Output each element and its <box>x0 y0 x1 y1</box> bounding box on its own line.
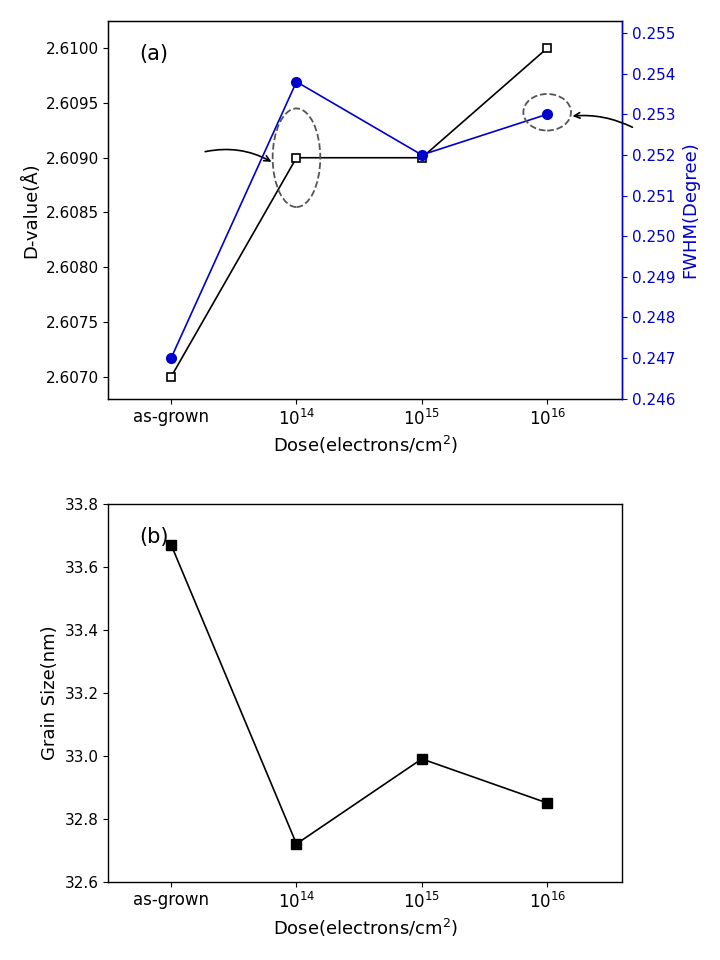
X-axis label: Dose(electrons/cm$^2$): Dose(electrons/cm$^2$) <box>273 917 458 939</box>
Y-axis label: FWHM(Degree): FWHM(Degree) <box>681 141 699 278</box>
Text: (b): (b) <box>139 526 168 546</box>
X-axis label: Dose(electrons/cm$^2$): Dose(electrons/cm$^2$) <box>273 434 458 456</box>
Y-axis label: D-value(Å): D-value(Å) <box>21 162 40 257</box>
Text: (a): (a) <box>139 43 168 63</box>
Y-axis label: Grain Size(nm): Grain Size(nm) <box>41 626 59 760</box>
